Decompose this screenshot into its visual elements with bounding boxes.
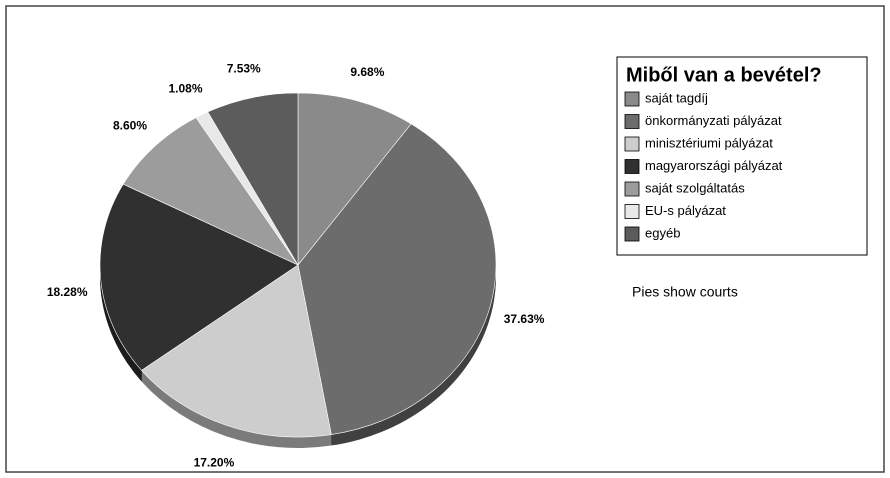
slice <box>122 117 299 266</box>
slice <box>141 264 332 438</box>
value-label: 8.60% <box>113 119 147 133</box>
legend-swatch <box>624 91 640 107</box>
value-label: 7.53% <box>227 62 261 76</box>
legend-box <box>616 56 868 256</box>
note: Pies show courts <box>632 284 738 300</box>
slice <box>297 92 412 266</box>
legend-label: egyéb <box>645 225 680 240</box>
legend-swatch <box>624 226 640 242</box>
slice <box>207 92 299 267</box>
legend-title: Miből van a bevétel? <box>626 64 822 86</box>
value-label: 17.20% <box>194 456 235 470</box>
value-label: 9.68% <box>350 65 384 79</box>
legend-swatch <box>624 181 640 197</box>
value-label: 37.63% <box>504 312 545 326</box>
legend-label: minisztériumi pályázat <box>645 135 773 150</box>
value-label: 18.28% <box>47 285 88 299</box>
legend-swatch <box>624 114 640 129</box>
slice <box>99 183 299 371</box>
legend-swatch <box>624 204 640 219</box>
legend-swatch <box>624 159 640 174</box>
legend-label: saját tagdíj <box>645 90 708 105</box>
legend-label: önkormányzati pályázat <box>645 113 782 128</box>
slice <box>297 123 497 435</box>
value-label: 1.08% <box>168 81 202 95</box>
legend-label: saját szolgáltatás <box>645 180 745 195</box>
legend-swatch <box>624 136 640 152</box>
legend-label: EU-s pályázat <box>645 203 726 218</box>
legend-label: magyarországi pályázat <box>645 158 783 173</box>
